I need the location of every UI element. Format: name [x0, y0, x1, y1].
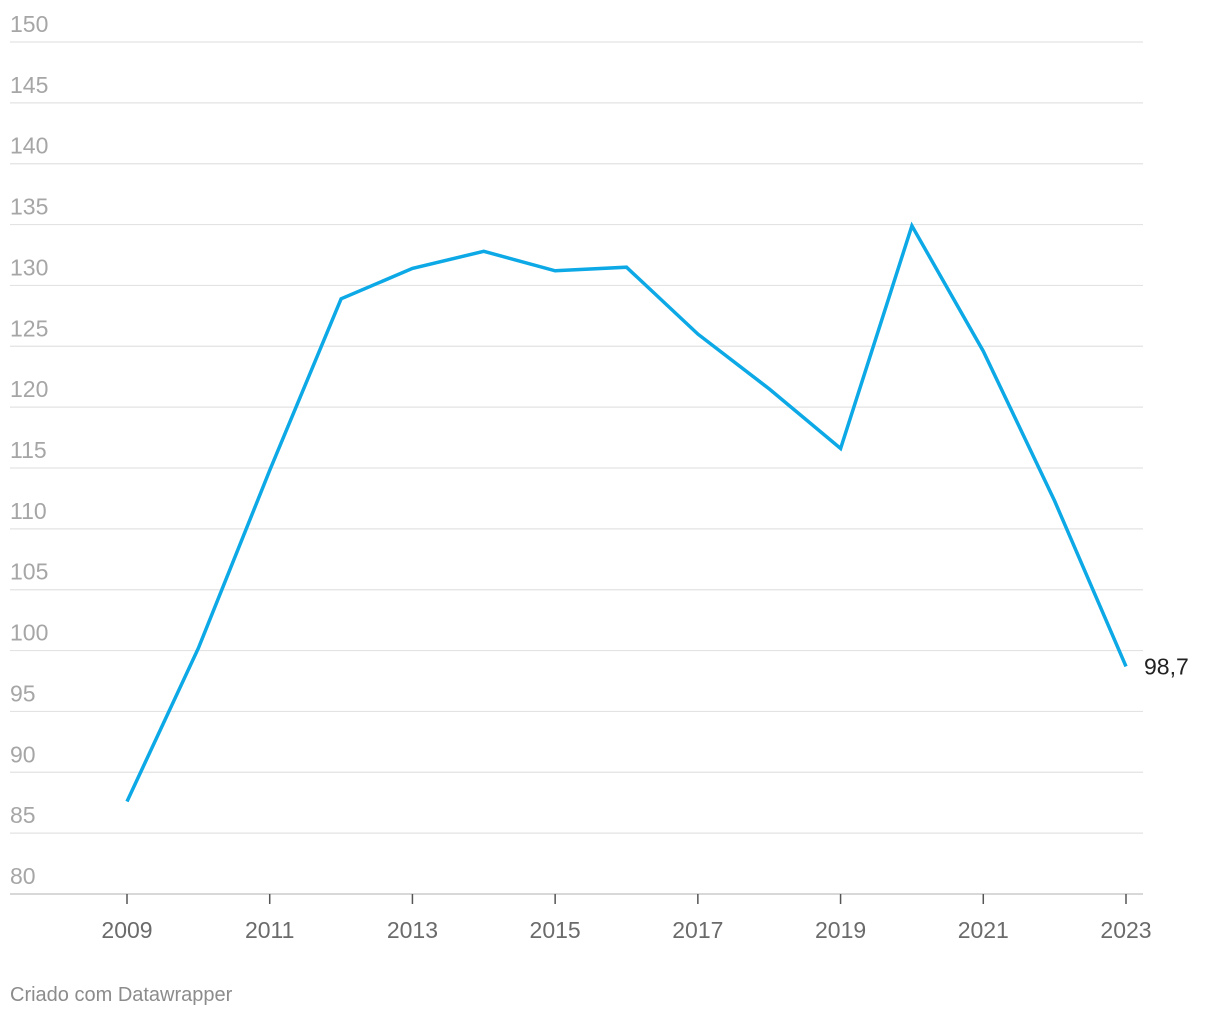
- y-tick-label: 95: [10, 680, 36, 706]
- x-tick-label: 2019: [815, 917, 866, 943]
- y-tick-label: 130: [10, 254, 48, 280]
- y-tick-label: 80: [10, 863, 36, 889]
- x-tick-label: 2011: [245, 917, 294, 943]
- x-tick-label: 2013: [387, 917, 438, 943]
- y-tick-label: 100: [10, 620, 48, 646]
- y-tick-label: 105: [10, 559, 48, 585]
- x-tick-label: 2021: [958, 917, 1009, 943]
- line-chart: 150 145 140 135 130 125 120 115 110 105 100 95 90 85 8…: [10, 11, 1189, 943]
- y-tick-label: 120: [10, 376, 48, 402]
- x-tick-label: 2009: [101, 917, 152, 943]
- end-value-label: 98,7: [1144, 653, 1189, 679]
- y-tick-label: 125: [10, 315, 48, 341]
- x-tick-label: 2017: [672, 917, 723, 943]
- y-tick-label: 135: [10, 194, 48, 220]
- y-tick-label: 140: [10, 133, 48, 159]
- y-tick-label: 110: [10, 498, 47, 524]
- x-tick-label: 2015: [530, 917, 581, 943]
- y-tick-label: 150: [10, 11, 48, 37]
- y-tick-label: 90: [10, 741, 36, 767]
- series-line: [125, 221, 1128, 803]
- footer-credit: Criado com Datawrapper: [10, 984, 233, 1006]
- x-tick-label: 2023: [1100, 917, 1151, 943]
- y-tick-label: 145: [10, 72, 48, 98]
- y-tick-label: 85: [10, 802, 36, 828]
- y-tick-label: 115: [10, 437, 47, 463]
